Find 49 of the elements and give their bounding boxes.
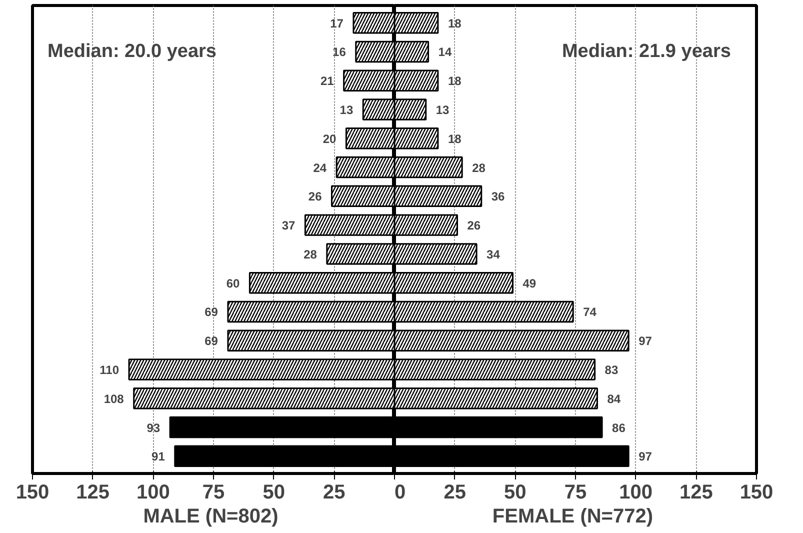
x-tick-label: 25	[444, 482, 466, 504]
data-label: 13	[340, 103, 354, 117]
annotation: Median: 21.9 years	[562, 41, 731, 62]
data-label: 37	[282, 218, 296, 233]
data-label: 108	[104, 392, 124, 406]
data-label: 36	[491, 190, 506, 204]
data-label: 69	[204, 305, 218, 320]
data-label: 26	[467, 218, 481, 233]
x-axis-title: FEMALE (N=772)	[492, 506, 654, 528]
data-label: 26	[308, 190, 322, 204]
x-tick-label: 25	[323, 482, 346, 504]
data-label: 74	[583, 305, 597, 320]
data-label: 13	[436, 103, 450, 117]
data-label: 16	[332, 45, 346, 60]
data-label: 17	[330, 16, 344, 30]
data-label: 60	[226, 276, 240, 290]
x-tick-label: 125	[679, 482, 713, 504]
x-tick-label: 100	[619, 482, 653, 504]
data-label: 24	[313, 160, 327, 175]
x-tick-label: 100	[136, 482, 170, 504]
data-label: 21	[320, 74, 334, 88]
x-tick-label: 75	[564, 482, 587, 504]
x-tick-label: 0	[394, 482, 406, 504]
annotation: Median: 20.0 years	[48, 41, 216, 62]
data-label: 34	[486, 247, 500, 262]
data-label: 18	[448, 132, 462, 146]
data-label: 91	[152, 450, 166, 464]
x-axis-title: MALE (N=802)	[143, 506, 278, 528]
data-label: 14	[438, 45, 452, 60]
data-label: 18	[448, 74, 462, 88]
data-label: 20	[322, 132, 337, 146]
data-label: 97	[638, 334, 652, 348]
data-label: 69	[204, 334, 218, 348]
x-tick-label: 50	[504, 482, 526, 504]
data-label: 110	[100, 363, 120, 377]
data-label: 93	[146, 420, 160, 435]
data-label: 97	[638, 450, 652, 464]
data-label: 28	[304, 247, 318, 262]
data-label: 49	[522, 276, 536, 290]
data-label: 83	[604, 363, 618, 377]
data-label: 86	[612, 420, 626, 435]
x-tick-label: 125	[76, 482, 110, 504]
data-label: 28	[472, 160, 486, 175]
data-label: 84	[607, 392, 621, 406]
x-tick-label: 150	[16, 482, 50, 504]
data-label: 18	[448, 16, 462, 30]
x-tick-label: 50	[262, 482, 285, 504]
x-tick-label: 75	[202, 482, 225, 504]
x-tick-label: 150	[740, 482, 774, 504]
